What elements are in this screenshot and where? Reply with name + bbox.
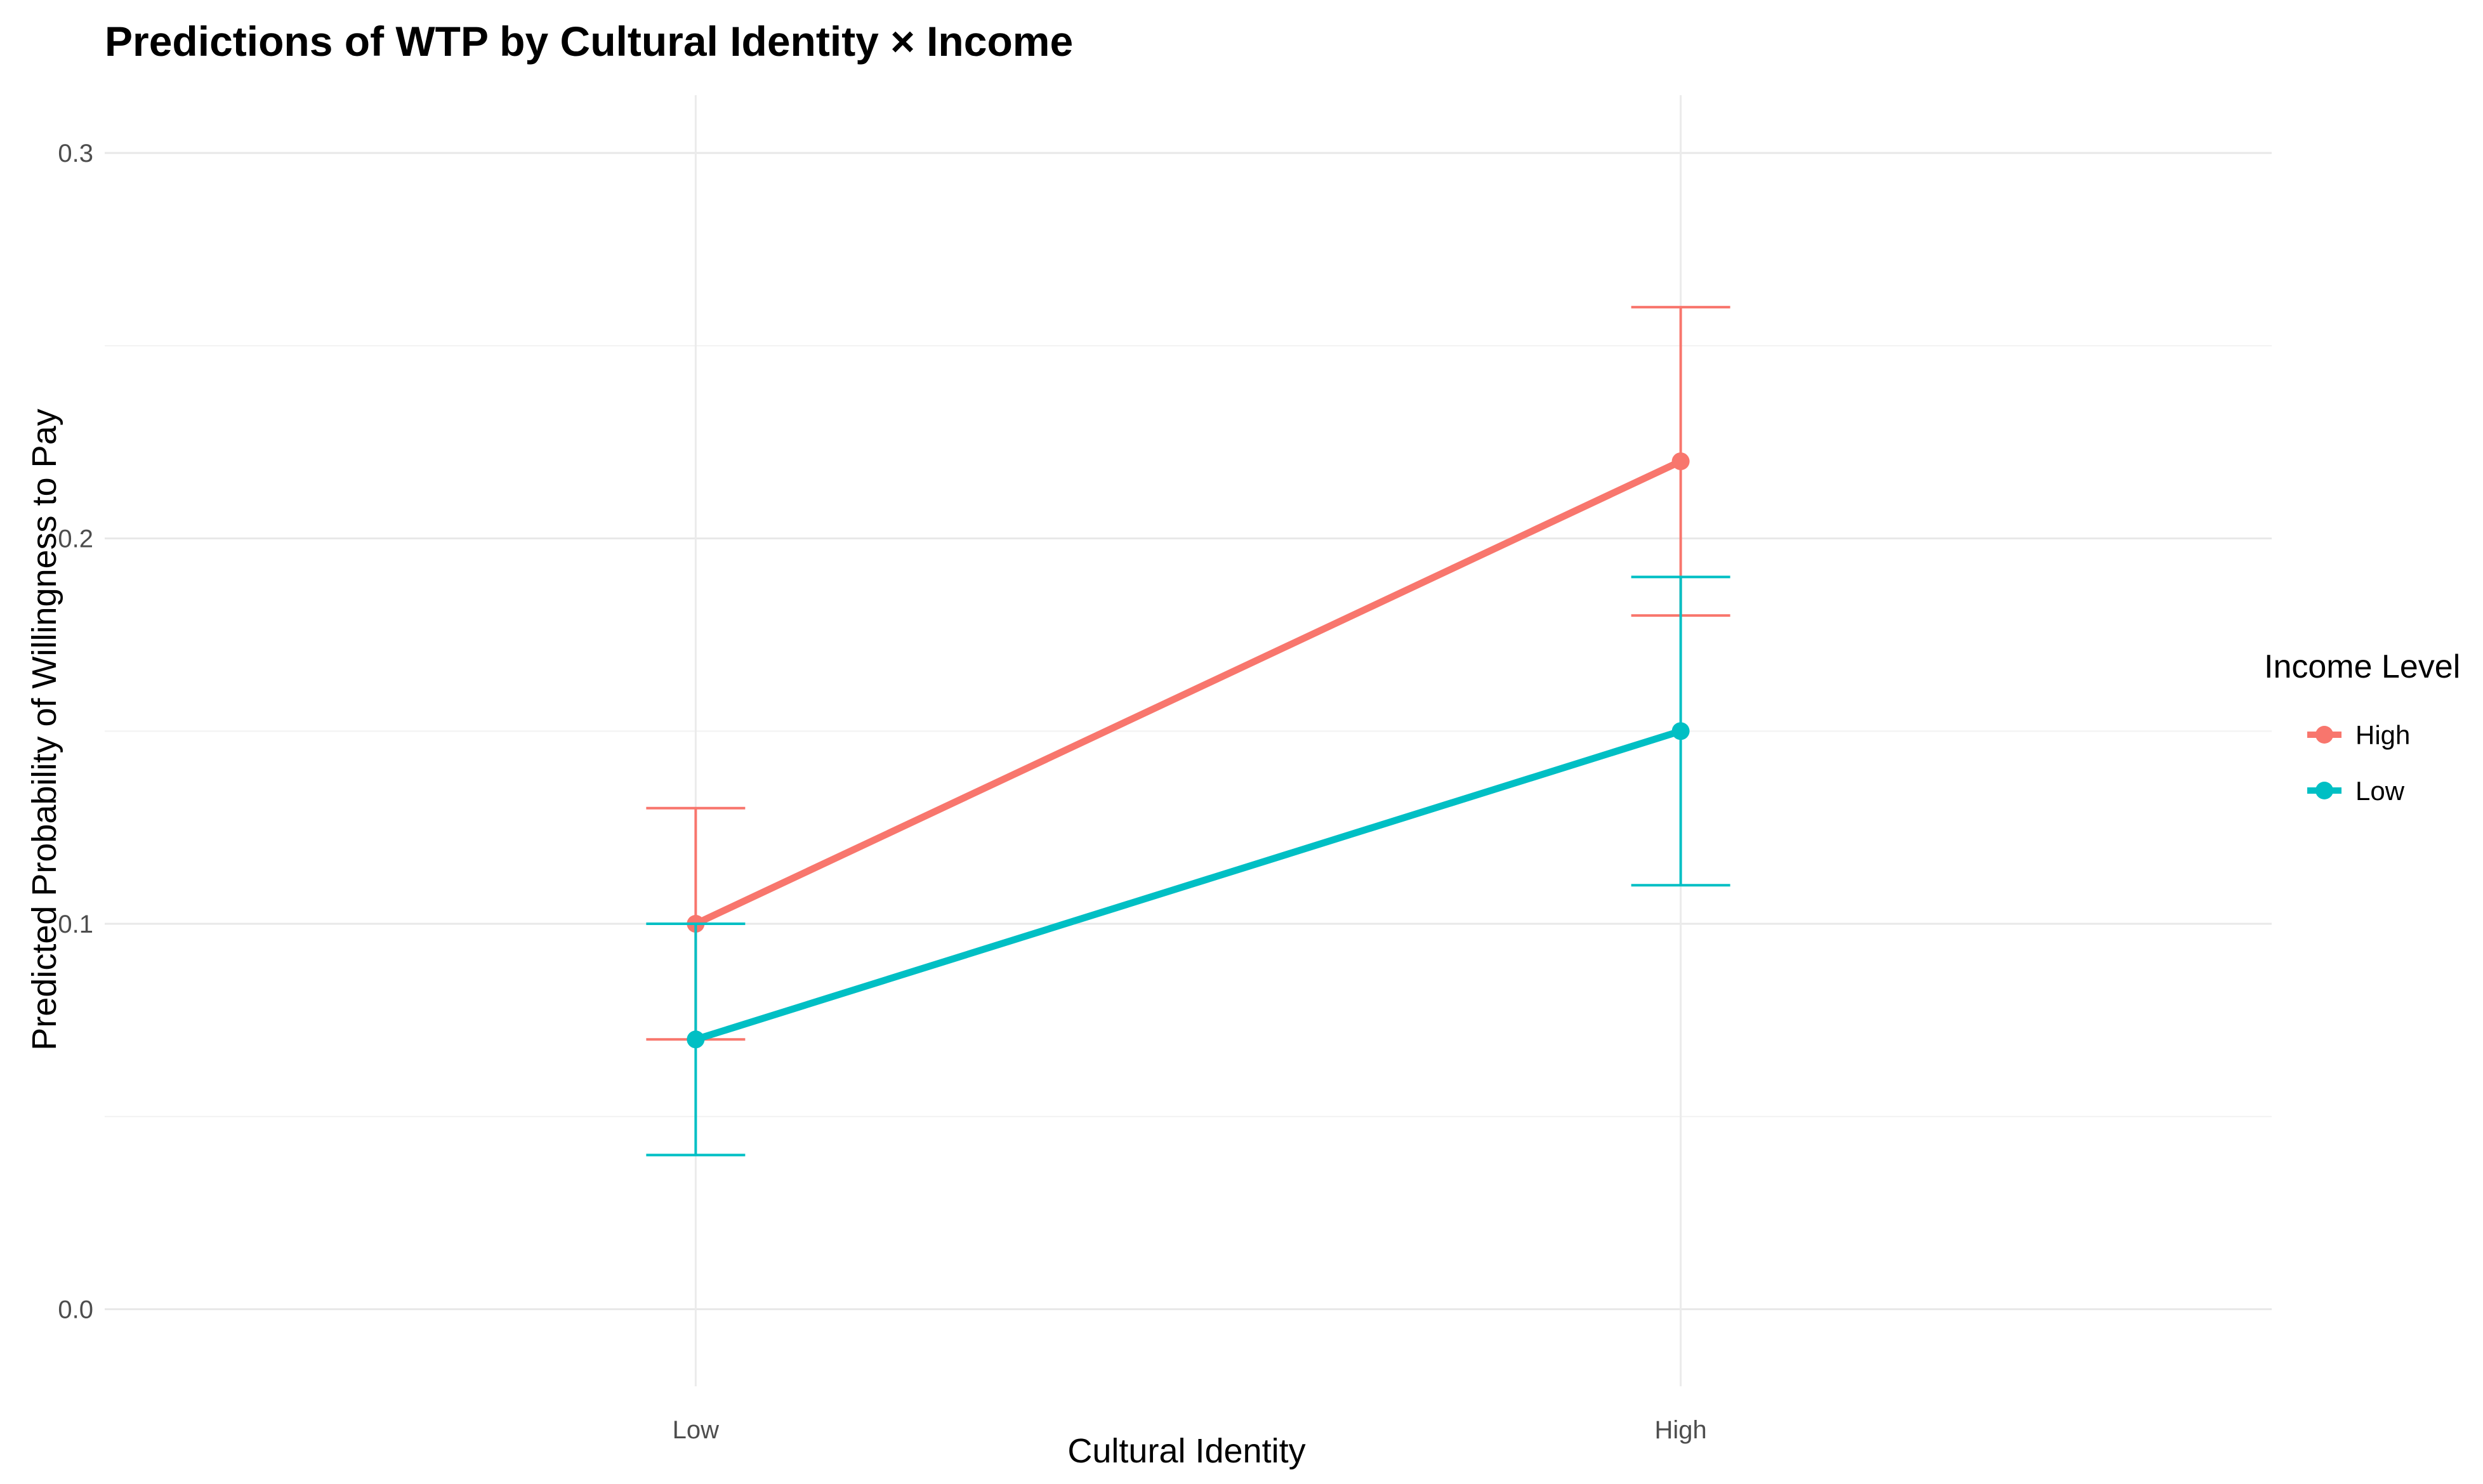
x-tick-label: Low [673, 1416, 719, 1444]
legend-key-point [2315, 726, 2333, 744]
chart-title: Predictions of WTP by Cultural Identity … [105, 18, 1073, 65]
x-tick-label: High [1655, 1416, 1707, 1444]
y-axis-title: Predicted Probability of Willingness to … [25, 409, 63, 1050]
y-tick-label: 0.1 [58, 910, 93, 938]
legend: Income Level High Low [2264, 648, 2460, 806]
x-axis-title: Cultural Identity [1067, 1432, 1305, 1470]
legend-title: Income Level [2264, 648, 2460, 685]
legend-item-high: High [2307, 720, 2410, 750]
data-point [687, 1030, 705, 1049]
legend-item-low: Low [2307, 776, 2405, 806]
legend-label: Low [2355, 776, 2405, 806]
series-layer [646, 306, 1730, 1157]
legend-key-point [2315, 782, 2333, 799]
x-axis-ticks: Low High [673, 1416, 1707, 1444]
data-point [1671, 452, 1690, 471]
series-line [692, 457, 1685, 928]
y-axis-ticks: 0.0 0.1 0.2 0.3 [58, 140, 93, 1323]
series-line [692, 727, 1685, 1043]
data-point [1671, 722, 1690, 740]
legend-label: High [2355, 720, 2410, 750]
y-tick-label: 0.2 [58, 525, 93, 553]
series-low [646, 575, 1730, 1157]
y-tick-label: 0.3 [58, 140, 93, 167]
y-tick-label: 0.0 [58, 1296, 93, 1324]
legend-items: High Low [2307, 720, 2410, 806]
